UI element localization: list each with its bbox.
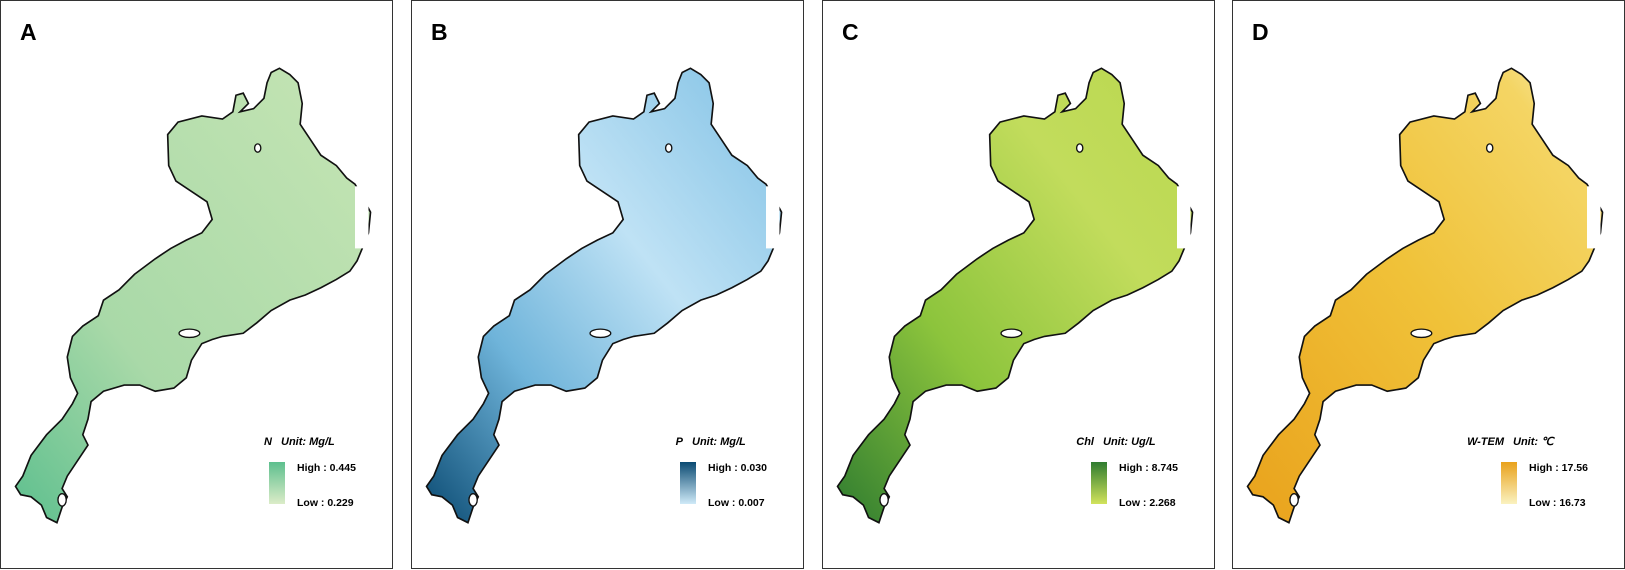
island <box>1485 143 1494 153</box>
legend-variable: Chl <box>1076 436 1095 448</box>
map-panel: C Chl Unit: Ug/L High : 8.745 Low : 2.268 <box>822 0 1215 569</box>
island <box>1289 493 1299 507</box>
map-panel: B P Unit: Mg/L High : 0.030 Low : 0.007 <box>411 0 804 569</box>
legend-high: High : 0.030 <box>708 462 767 474</box>
legend-variable: W-TEM <box>1467 436 1505 448</box>
island <box>879 493 889 507</box>
lake-map <box>836 67 1194 524</box>
panel-label: C <box>842 19 859 45</box>
legend-high: High : 17.56 <box>1529 462 1588 474</box>
map-panel: A N Unit: Mg/L High : 0.445 Low : 0.229 <box>0 0 393 569</box>
legend-unit: Unit: Mg/L <box>692 436 746 448</box>
no-data-strip <box>766 186 780 249</box>
legend-unit: Unit: Mg/L <box>281 436 335 448</box>
island <box>1075 143 1084 153</box>
legend-high: High : 0.445 <box>297 462 356 474</box>
legend-low: Low : 0.229 <box>297 497 354 509</box>
island <box>664 143 673 153</box>
map-panel: D W-TEM Unit: ℃ High : 17.56 Low : 16.73 <box>1232 0 1625 569</box>
no-data-strip <box>1177 186 1191 249</box>
island <box>57 493 67 507</box>
legend-variable: P <box>676 436 684 448</box>
legend-swatch <box>680 462 696 504</box>
island <box>468 493 478 507</box>
island <box>589 328 612 339</box>
panel-label: D <box>1252 19 1269 45</box>
legend-low: Low : 2.268 <box>1119 497 1176 509</box>
legend-low: Low : 16.73 <box>1529 497 1586 509</box>
legend-low: Low : 0.007 <box>708 497 765 509</box>
no-data-strip <box>355 186 369 249</box>
panel-label: B <box>431 19 448 45</box>
island <box>178 328 201 339</box>
no-data-strip <box>1587 186 1601 249</box>
legend-unit: Unit: Ug/L <box>1103 436 1156 448</box>
island <box>1410 328 1433 339</box>
legend-swatch <box>1091 462 1107 504</box>
legend-swatch <box>269 462 285 504</box>
legend-variable: N <box>264 436 273 448</box>
lake-map <box>425 67 783 524</box>
island <box>1000 328 1023 339</box>
legend-unit: Unit: ℃ <box>1513 436 1555 448</box>
island <box>253 143 262 153</box>
legend-swatch <box>1501 462 1517 504</box>
legend-high: High : 8.745 <box>1119 462 1178 474</box>
panel-label: A <box>20 19 37 45</box>
lake-map <box>1246 67 1604 524</box>
lake-map <box>14 67 372 524</box>
